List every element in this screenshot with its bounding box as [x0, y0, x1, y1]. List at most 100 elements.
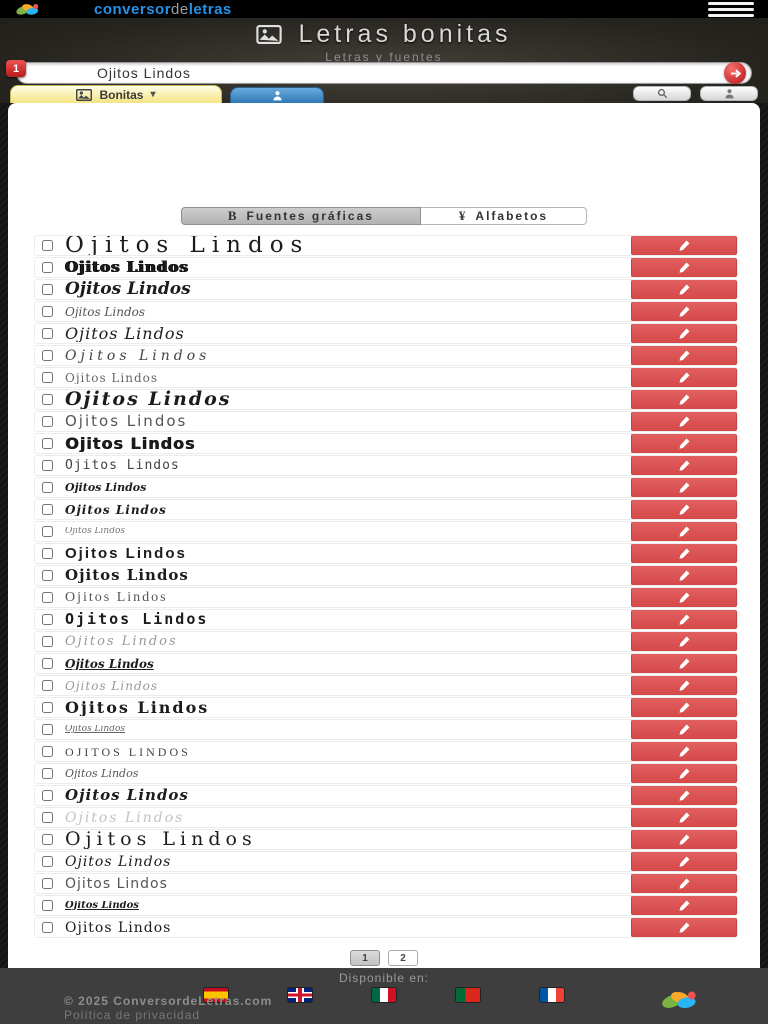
page-button-2[interactable]: 2: [388, 950, 418, 966]
copy-font-button[interactable]: [631, 830, 737, 849]
copy-font-button[interactable]: [631, 280, 737, 299]
search-bar: 1: [0, 60, 768, 85]
hamburger-menu-icon[interactable]: [708, 0, 754, 19]
account-button[interactable]: [700, 86, 758, 101]
row-checkbox[interactable]: [42, 812, 53, 823]
row-checkbox[interactable]: [42, 680, 53, 691]
copy-font-button[interactable]: [631, 918, 737, 937]
pencil-icon: [678, 349, 691, 362]
copy-font-button[interactable]: [631, 808, 737, 827]
font-row: Ojitos Lindos: [34, 851, 738, 872]
copy-font-button[interactable]: [631, 852, 737, 871]
page-header: Letras bonitas Letras y fuentes: [0, 18, 768, 64]
row-checkbox[interactable]: [42, 878, 53, 889]
flag-uk-icon[interactable]: [288, 988, 312, 1002]
copy-font-button[interactable]: [631, 588, 737, 607]
styled-font-text: Ojitos Lindos: [65, 503, 167, 516]
copy-font-button[interactable]: [631, 874, 737, 893]
row-checkbox[interactable]: [42, 416, 53, 427]
flag-spain-icon[interactable]: [204, 988, 228, 1002]
font-row: Ojitos Lindos: [34, 411, 738, 432]
row-checkbox[interactable]: [42, 834, 53, 845]
tab-fuentes-graficas[interactable]: B Fuentes gráficas: [180, 207, 421, 225]
font-row: Ojitos Lindos: [34, 499, 738, 520]
topbar: conversordeletras: [0, 0, 768, 18]
row-checkbox[interactable]: [42, 394, 53, 405]
row-checkbox[interactable]: [42, 548, 53, 559]
row-checkbox[interactable]: [42, 746, 53, 757]
flag-portugal-icon[interactable]: [456, 988, 480, 1002]
flag-france-icon[interactable]: [540, 988, 564, 1002]
row-checkbox[interactable]: [42, 658, 53, 669]
copy-font-button[interactable]: [631, 258, 737, 277]
copy-font-button[interactable]: [631, 500, 737, 519]
search-button[interactable]: [633, 86, 691, 101]
row-checkbox[interactable]: [42, 768, 53, 779]
copy-font-button[interactable]: [631, 896, 737, 915]
copy-font-button[interactable]: [631, 654, 737, 673]
copy-font-button[interactable]: [631, 390, 737, 409]
copy-font-button[interactable]: [631, 698, 737, 717]
copy-font-button[interactable]: [631, 456, 737, 475]
copy-font-button[interactable]: [631, 346, 737, 365]
copy-font-button[interactable]: [631, 676, 737, 695]
copy-font-button[interactable]: [631, 764, 737, 783]
row-checkbox[interactable]: [42, 526, 53, 537]
row-checkbox[interactable]: [42, 284, 53, 295]
row-checkbox[interactable]: [42, 900, 53, 911]
font-row: Ojitos Lindos: [34, 521, 738, 542]
tab-alfabetos[interactable]: ¥ Alfabetos: [420, 207, 588, 225]
row-checkbox[interactable]: [42, 328, 53, 339]
copy-font-button[interactable]: [631, 720, 737, 739]
copy-font-button[interactable]: [631, 236, 737, 255]
copy-font-button[interactable]: [631, 566, 737, 585]
tab-bonitas[interactable]: Bonitas ▾: [10, 85, 222, 103]
copy-font-button[interactable]: [631, 742, 737, 761]
pencil-icon: [678, 833, 691, 846]
row-checkbox[interactable]: [42, 240, 53, 251]
copy-font-button[interactable]: [631, 302, 737, 321]
row-checkbox[interactable]: [42, 922, 53, 933]
copy-font-button[interactable]: [631, 786, 737, 805]
copy-font-button[interactable]: [631, 632, 737, 651]
row-checkbox[interactable]: [42, 856, 53, 867]
copy-font-button[interactable]: [631, 412, 737, 431]
copy-font-button[interactable]: [631, 434, 737, 453]
search-input[interactable]: [16, 62, 752, 84]
row-checkbox[interactable]: [42, 460, 53, 471]
pencil-icon: [678, 327, 691, 340]
row-checkbox[interactable]: [42, 438, 53, 449]
logo-icon[interactable]: [14, 1, 42, 18]
row-checkbox[interactable]: [42, 570, 53, 581]
copy-font-button[interactable]: [631, 522, 737, 541]
copy-font-button[interactable]: [631, 324, 737, 343]
font-row: Ojitos Lindos: [34, 631, 738, 652]
font-row: Ojitos Lindos: [34, 587, 738, 608]
convert-submit-button[interactable]: [724, 62, 746, 84]
row-checkbox[interactable]: [42, 702, 53, 713]
row-checkbox[interactable]: [42, 790, 53, 801]
row-checkbox[interactable]: [42, 724, 53, 735]
tab-user[interactable]: [230, 87, 324, 103]
row-checkbox[interactable]: [42, 350, 53, 361]
row-checkbox[interactable]: [42, 262, 53, 273]
row-checkbox[interactable]: [42, 614, 53, 625]
flag-mexico-icon[interactable]: [372, 988, 396, 1002]
pencil-icon: [678, 657, 691, 670]
copy-font-button[interactable]: [631, 610, 737, 629]
page-button-1[interactable]: 1: [350, 950, 380, 966]
row-checkbox[interactable]: [42, 504, 53, 515]
privacy-policy-link[interactable]: Política de privacidad: [64, 1008, 201, 1022]
row-checkbox[interactable]: [42, 306, 53, 317]
row-checkbox[interactable]: [42, 636, 53, 647]
row-checkbox[interactable]: [42, 482, 53, 493]
copy-font-button[interactable]: [631, 368, 737, 387]
brand-part-conversor: conversor: [94, 0, 172, 18]
copy-font-button[interactable]: [631, 478, 737, 497]
copy-font-button[interactable]: [631, 544, 737, 563]
picture-icon: [256, 25, 283, 44]
chevron-down-icon: ▾: [150, 89, 156, 100]
row-checkbox[interactable]: [42, 372, 53, 383]
row-checkbox[interactable]: [42, 592, 53, 603]
brand-wordmark[interactable]: conversordeletras: [94, 1, 232, 18]
